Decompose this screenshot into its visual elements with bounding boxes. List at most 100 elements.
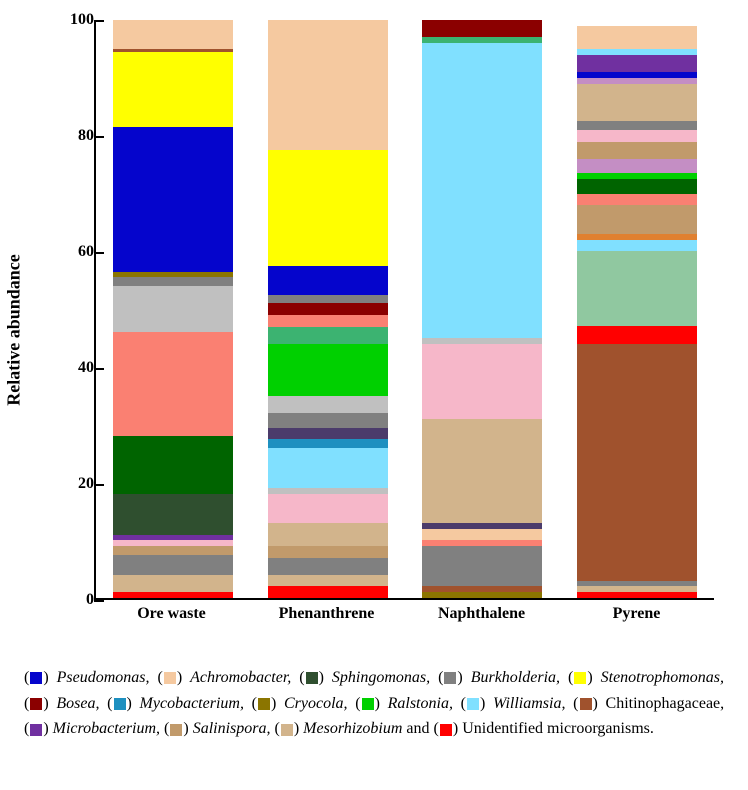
legend-item: () Achromobacter, [157, 669, 291, 686]
legend-name: Pseudomonas, [57, 669, 150, 686]
x-label: Pyrene [577, 605, 697, 623]
legend-item: () Stenotrophomonas, [568, 669, 724, 686]
legend-swatch [170, 724, 182, 736]
legend-name: Achromobacter, [190, 669, 291, 686]
legend-name: Microbacterium, [53, 720, 160, 737]
bar-segment [268, 439, 388, 448]
y-tick: 100 [54, 11, 94, 29]
legend-swatch [281, 724, 293, 736]
x-label: Naphthalene [422, 605, 542, 623]
bar-segment [268, 558, 388, 575]
legend-swatch [362, 698, 374, 710]
bar-naphthalene [422, 20, 542, 598]
legend-item: () Chitinophagaceae, [573, 695, 724, 712]
bar-segment [577, 26, 697, 49]
bar-segment [577, 344, 697, 581]
bar-segment [268, 575, 388, 587]
legend-item: () Mesorhizobium [275, 720, 403, 737]
legend-name: Bosea, [56, 695, 99, 712]
legend-name: Unidentified microorganisms. [462, 720, 654, 737]
bar-segment [113, 127, 233, 272]
bar-segment [422, 43, 542, 338]
legend-swatch [258, 698, 270, 710]
y-tick: 0 [54, 591, 94, 609]
bar-segment [577, 240, 697, 252]
bar-segment [113, 20, 233, 49]
y-tick: 80 [54, 127, 94, 145]
legend-swatch [440, 724, 452, 736]
bar-segment [577, 205, 697, 234]
bar-segment [268, 413, 388, 427]
bar-segment [422, 20, 542, 37]
legend-item: () Cryocola, [252, 695, 348, 712]
bar-segment [268, 546, 388, 558]
legend-name: Ralstonia, [388, 695, 453, 712]
bar-segment [113, 332, 233, 436]
bar-segment [113, 555, 233, 575]
legend-name: Mycobacterium, [140, 695, 244, 712]
legend-name: Sphingomonas, [332, 669, 430, 686]
y-axis-ticks: 020406080100 [54, 20, 94, 600]
bar-segment [113, 494, 233, 534]
chart-container: Relative abundance 020406080100 Ore wast… [24, 10, 724, 650]
legend-name: Burkholderia, [471, 669, 560, 686]
bar-segment [577, 179, 697, 193]
bar-segment [268, 150, 388, 266]
legend-item: () Microbacterium, [24, 720, 160, 737]
x-axis-labels: Ore waste Phenanthrene Naphthalene Pyrene [94, 605, 714, 623]
legend-item: () Pseudomonas, [24, 669, 150, 686]
bar-segment [422, 529, 542, 541]
legend-item: () Sphingomonas, [299, 669, 430, 686]
legend-conj: and [406, 720, 429, 737]
legend-name: Stenotrophomonas, [601, 669, 724, 686]
plot-area [94, 20, 714, 600]
legend-name: Chitinophagaceae, [606, 695, 725, 712]
legend-swatch [467, 698, 479, 710]
x-label: Ore waste [112, 605, 232, 623]
bar-segment [113, 436, 233, 494]
bar-segment [268, 295, 388, 304]
bar-segment [268, 494, 388, 523]
legend-item: () Ralstonia, [355, 695, 453, 712]
legend-swatch [164, 672, 176, 684]
bar-phenanthrene [268, 20, 388, 598]
bar-segment [268, 303, 388, 315]
bar-segment [577, 251, 697, 326]
legend-swatch [30, 724, 42, 736]
legend-swatch [30, 698, 42, 710]
bar-segment [268, 428, 388, 440]
bar-pyrene [577, 20, 697, 598]
legend-item: () Mycobacterium, [107, 695, 244, 712]
bar-segment [268, 327, 388, 344]
bar-segment [268, 20, 388, 150]
bar-ore-waste [113, 20, 233, 598]
bar-segment [113, 286, 233, 332]
bar-segment [422, 419, 542, 523]
legend-name: Salinispora, [193, 720, 271, 737]
legend-name: Cryocola, [284, 695, 348, 712]
legend: () Pseudomonas, () Achromobacter, () Sph… [24, 665, 724, 742]
y-axis-label: Relative abundance [4, 254, 25, 406]
bar-segment [268, 266, 388, 295]
bar-segment [268, 315, 388, 327]
x-label: Phenanthrene [267, 605, 387, 623]
bars-group [96, 20, 714, 598]
bar-segment [422, 592, 542, 598]
bar-segment [422, 546, 542, 586]
bar-segment [268, 523, 388, 546]
legend-swatch [580, 698, 592, 710]
legend-item: () Unidentified microorganisms. [434, 720, 654, 737]
legend-swatch [114, 698, 126, 710]
bar-segment [113, 575, 233, 592]
legend-item: () Bosea, [24, 695, 99, 712]
legend-item: () Williamsia, [461, 695, 566, 712]
bar-segment [577, 142, 697, 159]
legend-swatch [444, 672, 456, 684]
bar-segment [268, 344, 388, 396]
legend-swatch [574, 672, 586, 684]
bar-segment [577, 84, 697, 122]
legend-item: () Burkholderia, [438, 669, 560, 686]
y-tick: 20 [54, 475, 94, 493]
legend-name: Mesorhizobium [303, 720, 402, 737]
bar-segment [268, 586, 388, 598]
